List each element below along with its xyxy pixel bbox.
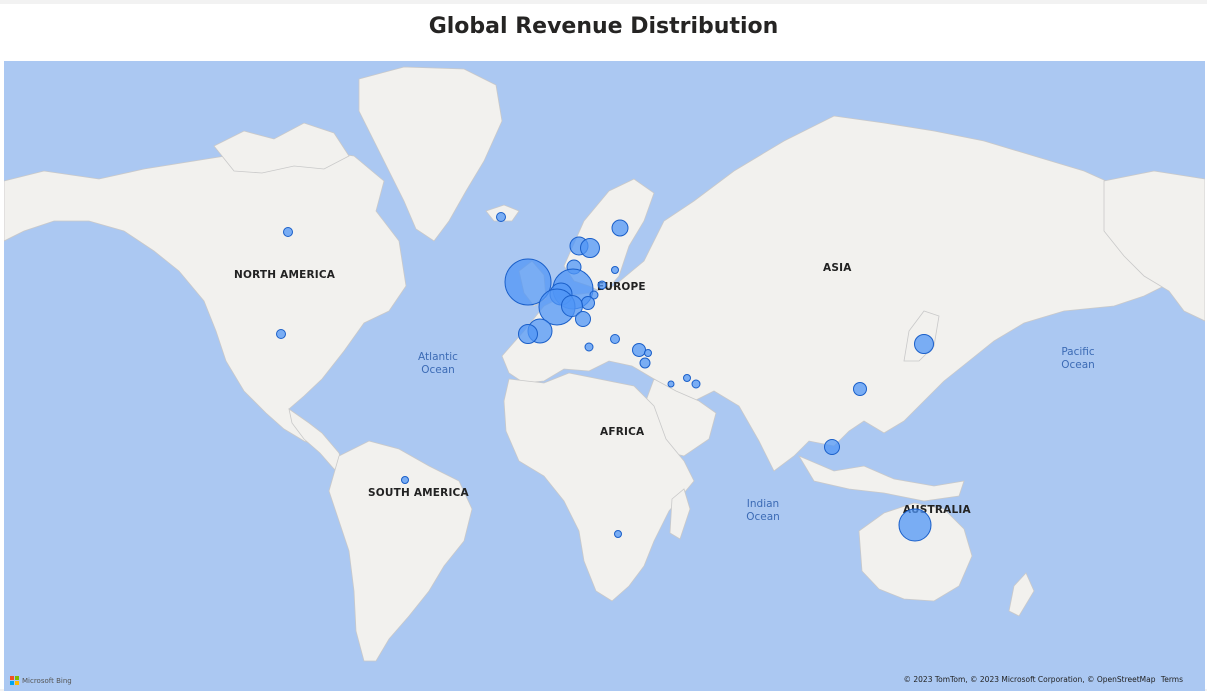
bubble-hungary[interactable] xyxy=(581,296,595,310)
land-australia xyxy=(858,502,973,602)
bubble-saudi[interactable] xyxy=(667,380,675,388)
label-asia: ASIA xyxy=(823,262,852,274)
label-africa: AFRICA xyxy=(600,426,645,438)
bubble-tunisia[interactable] xyxy=(584,342,594,352)
label-indian-1: Indian xyxy=(747,498,779,510)
label-pacific-1: Pacific xyxy=(1061,346,1095,358)
bubble-portugal[interactable] xyxy=(518,324,538,344)
bubble-switzerland[interactable] xyxy=(561,295,583,317)
continent-labels: NORTH AMERICA SOUTH AMERICA EUROPE AFRIC… xyxy=(234,262,971,516)
land-greenland xyxy=(358,66,503,242)
label-europe: EUROPE xyxy=(597,281,646,293)
microsoft-logo-icon xyxy=(10,676,19,685)
bubble-japan[interactable] xyxy=(914,334,934,354)
label-pacific-2: Ocean xyxy=(1061,359,1095,371)
bubble-lebanon[interactable] xyxy=(644,349,652,357)
bubble-turkey[interactable] xyxy=(632,343,646,357)
land-arctic-islands xyxy=(213,122,350,174)
bubble-israel[interactable] xyxy=(639,357,651,369)
bubble-czech[interactable] xyxy=(597,280,607,290)
bubble-uk[interactable] xyxy=(504,258,552,306)
terms-link[interactable]: Terms xyxy=(1160,675,1183,684)
bubble-norway[interactable] xyxy=(611,219,629,237)
land-east-edge xyxy=(1103,170,1205,322)
bubble-uae[interactable] xyxy=(691,379,701,389)
bubble-italy[interactable] xyxy=(575,311,591,327)
revenue-bubbles[interactable] xyxy=(276,212,934,542)
copyright-text: © 2023 TomTom, © 2023 Microsoft Corporat… xyxy=(903,675,1156,684)
land-central-america xyxy=(288,408,345,472)
bubble-south-africa[interactable] xyxy=(614,530,622,538)
land-new-zealand xyxy=(1008,572,1035,617)
land-africa xyxy=(503,372,695,602)
visual-frame: Global Revenue Distribution xyxy=(0,4,1207,691)
bubble-greece[interactable] xyxy=(610,334,620,344)
land-south-america xyxy=(328,440,473,662)
land-madagascar xyxy=(669,488,691,540)
bubble-qatar[interactable] xyxy=(683,374,691,382)
label-atlantic-1: Atlantic xyxy=(418,351,458,363)
map-title: Global Revenue Distribution xyxy=(428,14,779,39)
bubble-hong-kong[interactable] xyxy=(853,382,867,396)
bubble-austria[interactable] xyxy=(589,290,599,300)
label-north-america: NORTH AMERICA xyxy=(234,269,336,281)
bubble-usa[interactable] xyxy=(276,329,286,339)
label-indian-2: Ocean xyxy=(746,511,780,523)
map-svg[interactable]: NORTH AMERICA SOUTH AMERICA EUROPE AFRIC… xyxy=(4,61,1205,691)
bubble-finland[interactable] xyxy=(580,238,600,258)
land-indonesia xyxy=(798,455,965,502)
bing-text: Microsoft Bing xyxy=(22,676,72,685)
bubble-canada[interactable] xyxy=(283,227,293,237)
bing-logo-area[interactable]: Microsoft Bing xyxy=(10,676,72,685)
bubble-australia[interactable] xyxy=(898,508,932,542)
bubble-brazil[interactable] xyxy=(401,476,409,484)
bubble-iceland[interactable] xyxy=(496,212,506,222)
bubble-poland[interactable] xyxy=(611,266,619,274)
bubble-singapore[interactable] xyxy=(824,439,840,455)
landmasses xyxy=(4,66,1205,662)
ocean-labels: Atlantic Ocean Indian Ocean Pacific Ocea… xyxy=(418,346,1095,523)
land-north-america xyxy=(4,148,407,450)
label-atlantic-2: Ocean xyxy=(421,364,455,376)
map-attribution: © 2023 TomTom, © 2023 Microsoft Corporat… xyxy=(901,675,1184,684)
map-canvas[interactable]: NORTH AMERICA SOUTH AMERICA EUROPE AFRIC… xyxy=(4,61,1205,691)
label-south-america: SOUTH AMERICA xyxy=(368,487,469,499)
